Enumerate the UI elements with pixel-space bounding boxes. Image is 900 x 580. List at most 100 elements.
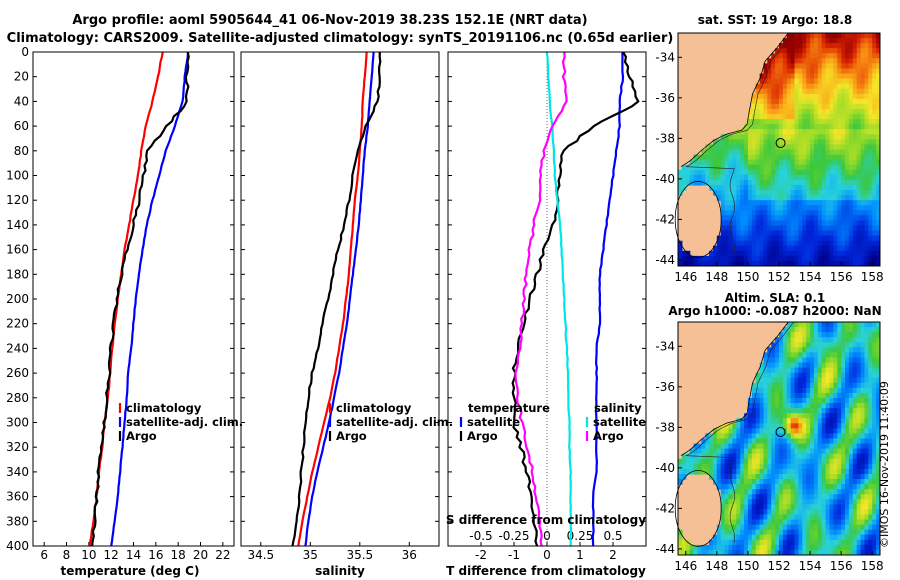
- sst-cell: [872, 250, 877, 257]
- sla-cell: [852, 433, 858, 440]
- sla-cell: [740, 474, 745, 480]
- sst-cell: [848, 195, 854, 201]
- sla-cell: [856, 377, 862, 384]
- sla-cell: [848, 413, 854, 419]
- sla-cell: [829, 377, 834, 384]
- sst-cell: [720, 144, 726, 151]
- sla-cell: [814, 463, 819, 470]
- sla-cell: [709, 433, 714, 440]
- sst-cell: [880, 119, 885, 125]
- sla-cell: [724, 499, 730, 505]
- sst-cell: [876, 119, 880, 125]
- sla-cell: [864, 342, 869, 348]
- sla-cell: [837, 458, 842, 465]
- sst-cell: [736, 185, 741, 191]
- sla-cell: [860, 549, 866, 555]
- sla-cell: [860, 357, 866, 364]
- lat-tick-label: -44: [655, 542, 675, 556]
- sla-cell: [767, 398, 772, 404]
- sla-cell: [802, 423, 807, 429]
- sla-cell: [814, 514, 819, 521]
- sst-cell: [817, 230, 823, 237]
- sst-cell: [868, 185, 873, 191]
- sla-cell: [693, 544, 698, 551]
- sla-cell: [848, 423, 854, 429]
- sla-cell: [802, 514, 807, 521]
- sla-cell: [728, 468, 733, 475]
- sla-cell: [794, 504, 799, 510]
- legend-label: satellite: [467, 415, 520, 429]
- sst-cell: [841, 48, 846, 54]
- sla-cell: [864, 453, 869, 460]
- sla-cell: [833, 372, 838, 379]
- sst-cell: [736, 174, 741, 181]
- sla-cell: [833, 448, 838, 455]
- sla-cell: [825, 408, 831, 414]
- sla-cell: [821, 327, 827, 333]
- sst-cell: [821, 174, 827, 181]
- sst-cell: [821, 53, 827, 59]
- sst-cell: [880, 53, 885, 59]
- sla-cell: [876, 489, 880, 495]
- sla-cell: [790, 474, 796, 480]
- sst-cell: [848, 250, 854, 257]
- sst-cell: [775, 250, 780, 257]
- sla-cell: [759, 413, 765, 419]
- sla-cell: [716, 438, 722, 445]
- sst-cell: [716, 195, 722, 201]
- sst-cell: [821, 33, 827, 39]
- sst-cell: [744, 159, 749, 166]
- sst-cell: [786, 43, 792, 49]
- sla-cell: [755, 534, 761, 541]
- sst-cell: [864, 33, 869, 39]
- sla-cell: [802, 484, 807, 490]
- sst-cell: [860, 230, 866, 237]
- sst-cell: [833, 230, 838, 237]
- sst-cell: [709, 149, 714, 156]
- sla-cell: [868, 514, 873, 521]
- sst-cell: [740, 250, 745, 257]
- sla-cell: [814, 534, 819, 541]
- sst-cell: [751, 205, 757, 211]
- sla-cell: [736, 504, 741, 510]
- sst-cell: [856, 230, 862, 237]
- sla-cell: [876, 423, 880, 429]
- sla-cell: [856, 332, 862, 338]
- sla-cell: [681, 549, 687, 555]
- difference-panel: -2 -1 0 1 2-0.5 -0.25 0 0.25 0.5 T difference fr…: [446, 51, 647, 578]
- sla-cell: [845, 342, 850, 348]
- sst-cell: [841, 245, 846, 252]
- sla-cell: [860, 367, 866, 374]
- sla-cell: [817, 347, 823, 353]
- sla-cell: [845, 494, 850, 500]
- sst-cell: [775, 185, 780, 191]
- sla-cell: [747, 499, 753, 505]
- lon-tick-label: 158: [861, 559, 884, 573]
- sst-cell: [763, 205, 768, 211]
- sla-cell: [829, 408, 834, 414]
- sla-cell: [868, 474, 873, 480]
- sst-cell: [852, 190, 858, 196]
- sst-cell: [775, 68, 780, 75]
- sst-cell: [837, 240, 842, 247]
- sla-cell: [732, 509, 737, 516]
- sla-cell: [821, 529, 827, 536]
- sst-cell: [864, 139, 869, 146]
- sst-cell: [810, 210, 815, 216]
- sst-cell: [763, 190, 768, 196]
- sst-cell: [852, 169, 858, 176]
- sla-cell: [841, 362, 846, 369]
- sla-cell: [860, 544, 866, 551]
- sla-cell: [798, 382, 803, 389]
- sla-cell: [786, 387, 792, 394]
- sst-cell: [880, 175, 885, 181]
- sst-cell: [848, 78, 854, 85]
- sst-cell: [775, 235, 780, 242]
- sla-cell: [802, 438, 807, 445]
- sla-cell: [728, 534, 733, 541]
- sst-cell: [747, 164, 753, 171]
- sst-cell: [860, 220, 866, 227]
- sla-cell: [806, 514, 811, 521]
- sla-cell: [782, 494, 788, 500]
- sst-cell: [880, 180, 885, 186]
